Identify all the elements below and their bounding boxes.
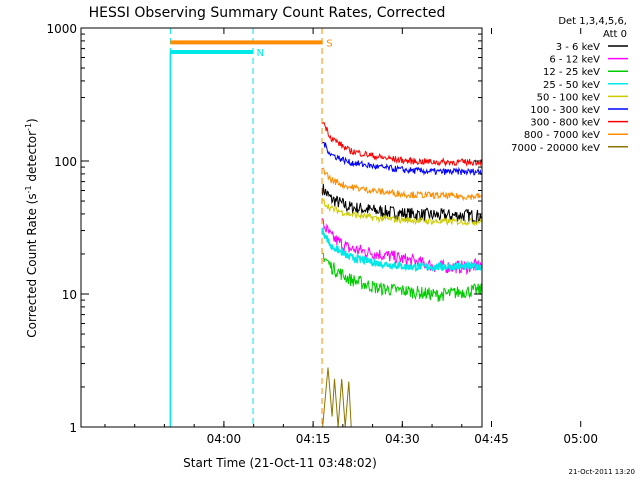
series-line-6 (322, 122, 482, 168)
x-tick-label-4: 05:00 (563, 432, 598, 446)
flag-label-n: N (257, 48, 264, 59)
x-tick-label-0: 04:00 (207, 432, 242, 446)
x-tick-label-3: 04:45 (474, 432, 509, 446)
legend-label-2: 12 - 25 keV (543, 67, 600, 78)
series-line-2 (322, 252, 482, 302)
legend-label-7: 800 - 7000 keV (524, 130, 600, 141)
timestamp-stamp: 21-Oct-2011 13:20 (569, 468, 635, 476)
series-line-3 (321, 227, 482, 272)
series-line-1 (322, 218, 482, 276)
y-tick-label-2: 100 (54, 155, 77, 169)
plot-frame (80, 27, 483, 428)
legend-label-1: 6 - 12 keV (549, 55, 600, 66)
x-tick-label-1: 04:15 (296, 432, 331, 446)
y-tick-label-0: 1 (69, 421, 77, 435)
legend-label-6: 300 - 800 keV (530, 118, 600, 129)
legend-label-3: 25 - 50 keV (543, 80, 600, 91)
legend-label-5: 100 - 300 keV (530, 105, 600, 116)
series-line-7 (322, 167, 482, 202)
legend-header-line1: Det 1,3,4,5,6, (558, 16, 627, 27)
legend-label-0: 3 - 6 keV (556, 42, 600, 53)
legend: Det 1,3,4,5,6, Att 0 3 - 6 keV 6 - 12 keV… (511, 16, 628, 154)
series-line-4 (322, 198, 482, 227)
flag-label-s: S (326, 38, 332, 49)
y-tick-label-1: 10 (62, 288, 77, 302)
legend-label-4: 50 - 100 keV (537, 92, 601, 103)
chart-title: HESSI Observing Summary Count Rates, Cor… (89, 5, 446, 21)
legend-header-line2: Att 0 (603, 29, 627, 40)
x-axis-label: Start Time (21-Oct-11 03:48:02) (183, 456, 377, 470)
series-line-8 (322, 367, 482, 427)
legend-label-8: 7000 - 20000 keV (511, 143, 600, 154)
y-tick-label-3: 1000 (46, 22, 77, 36)
x-tick-label-2: 04:30 (385, 432, 420, 446)
y-axis-label: Corrected Count Rate (s-1 detector-1) (24, 118, 39, 337)
